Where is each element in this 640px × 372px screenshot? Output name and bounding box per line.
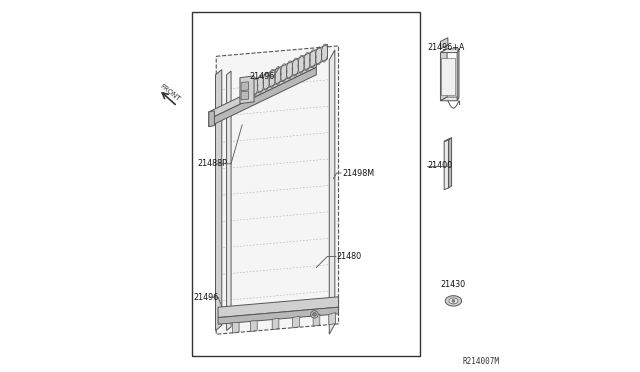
Polygon shape	[457, 49, 459, 101]
Polygon shape	[240, 76, 254, 104]
Polygon shape	[209, 60, 316, 119]
Polygon shape	[250, 321, 257, 331]
Polygon shape	[329, 50, 335, 334]
Polygon shape	[440, 38, 448, 49]
Polygon shape	[441, 58, 455, 95]
Circle shape	[312, 312, 316, 316]
Polygon shape	[272, 318, 279, 330]
Text: 21496+A: 21496+A	[428, 42, 465, 51]
Polygon shape	[292, 316, 300, 328]
Polygon shape	[313, 314, 320, 326]
Polygon shape	[218, 307, 339, 324]
Text: 21400: 21400	[428, 161, 452, 170]
Circle shape	[311, 311, 318, 318]
Text: FRONT: FRONT	[159, 83, 181, 102]
Polygon shape	[209, 111, 214, 127]
Polygon shape	[440, 49, 459, 52]
Polygon shape	[445, 296, 461, 306]
Polygon shape	[241, 82, 248, 91]
Text: 21496: 21496	[193, 293, 218, 302]
Polygon shape	[216, 46, 339, 334]
Polygon shape	[444, 138, 452, 141]
Bar	[192, 12, 420, 356]
Polygon shape	[449, 138, 452, 188]
Polygon shape	[444, 140, 449, 190]
Text: 21498M: 21498M	[342, 169, 374, 177]
Text: 21430: 21430	[440, 280, 465, 289]
Polygon shape	[216, 70, 222, 331]
Text: 21496: 21496	[250, 72, 275, 81]
Polygon shape	[440, 49, 447, 101]
Circle shape	[452, 299, 455, 302]
Polygon shape	[227, 71, 231, 331]
Polygon shape	[246, 44, 328, 99]
Text: R214007M: R214007M	[463, 357, 500, 366]
Polygon shape	[232, 323, 239, 333]
Polygon shape	[209, 67, 316, 127]
Text: 21488P: 21488P	[198, 159, 228, 168]
Text: 21480: 21480	[337, 252, 362, 261]
Polygon shape	[449, 298, 458, 304]
Polygon shape	[241, 91, 248, 100]
Polygon shape	[218, 297, 339, 318]
Polygon shape	[329, 312, 335, 325]
Polygon shape	[440, 97, 459, 101]
